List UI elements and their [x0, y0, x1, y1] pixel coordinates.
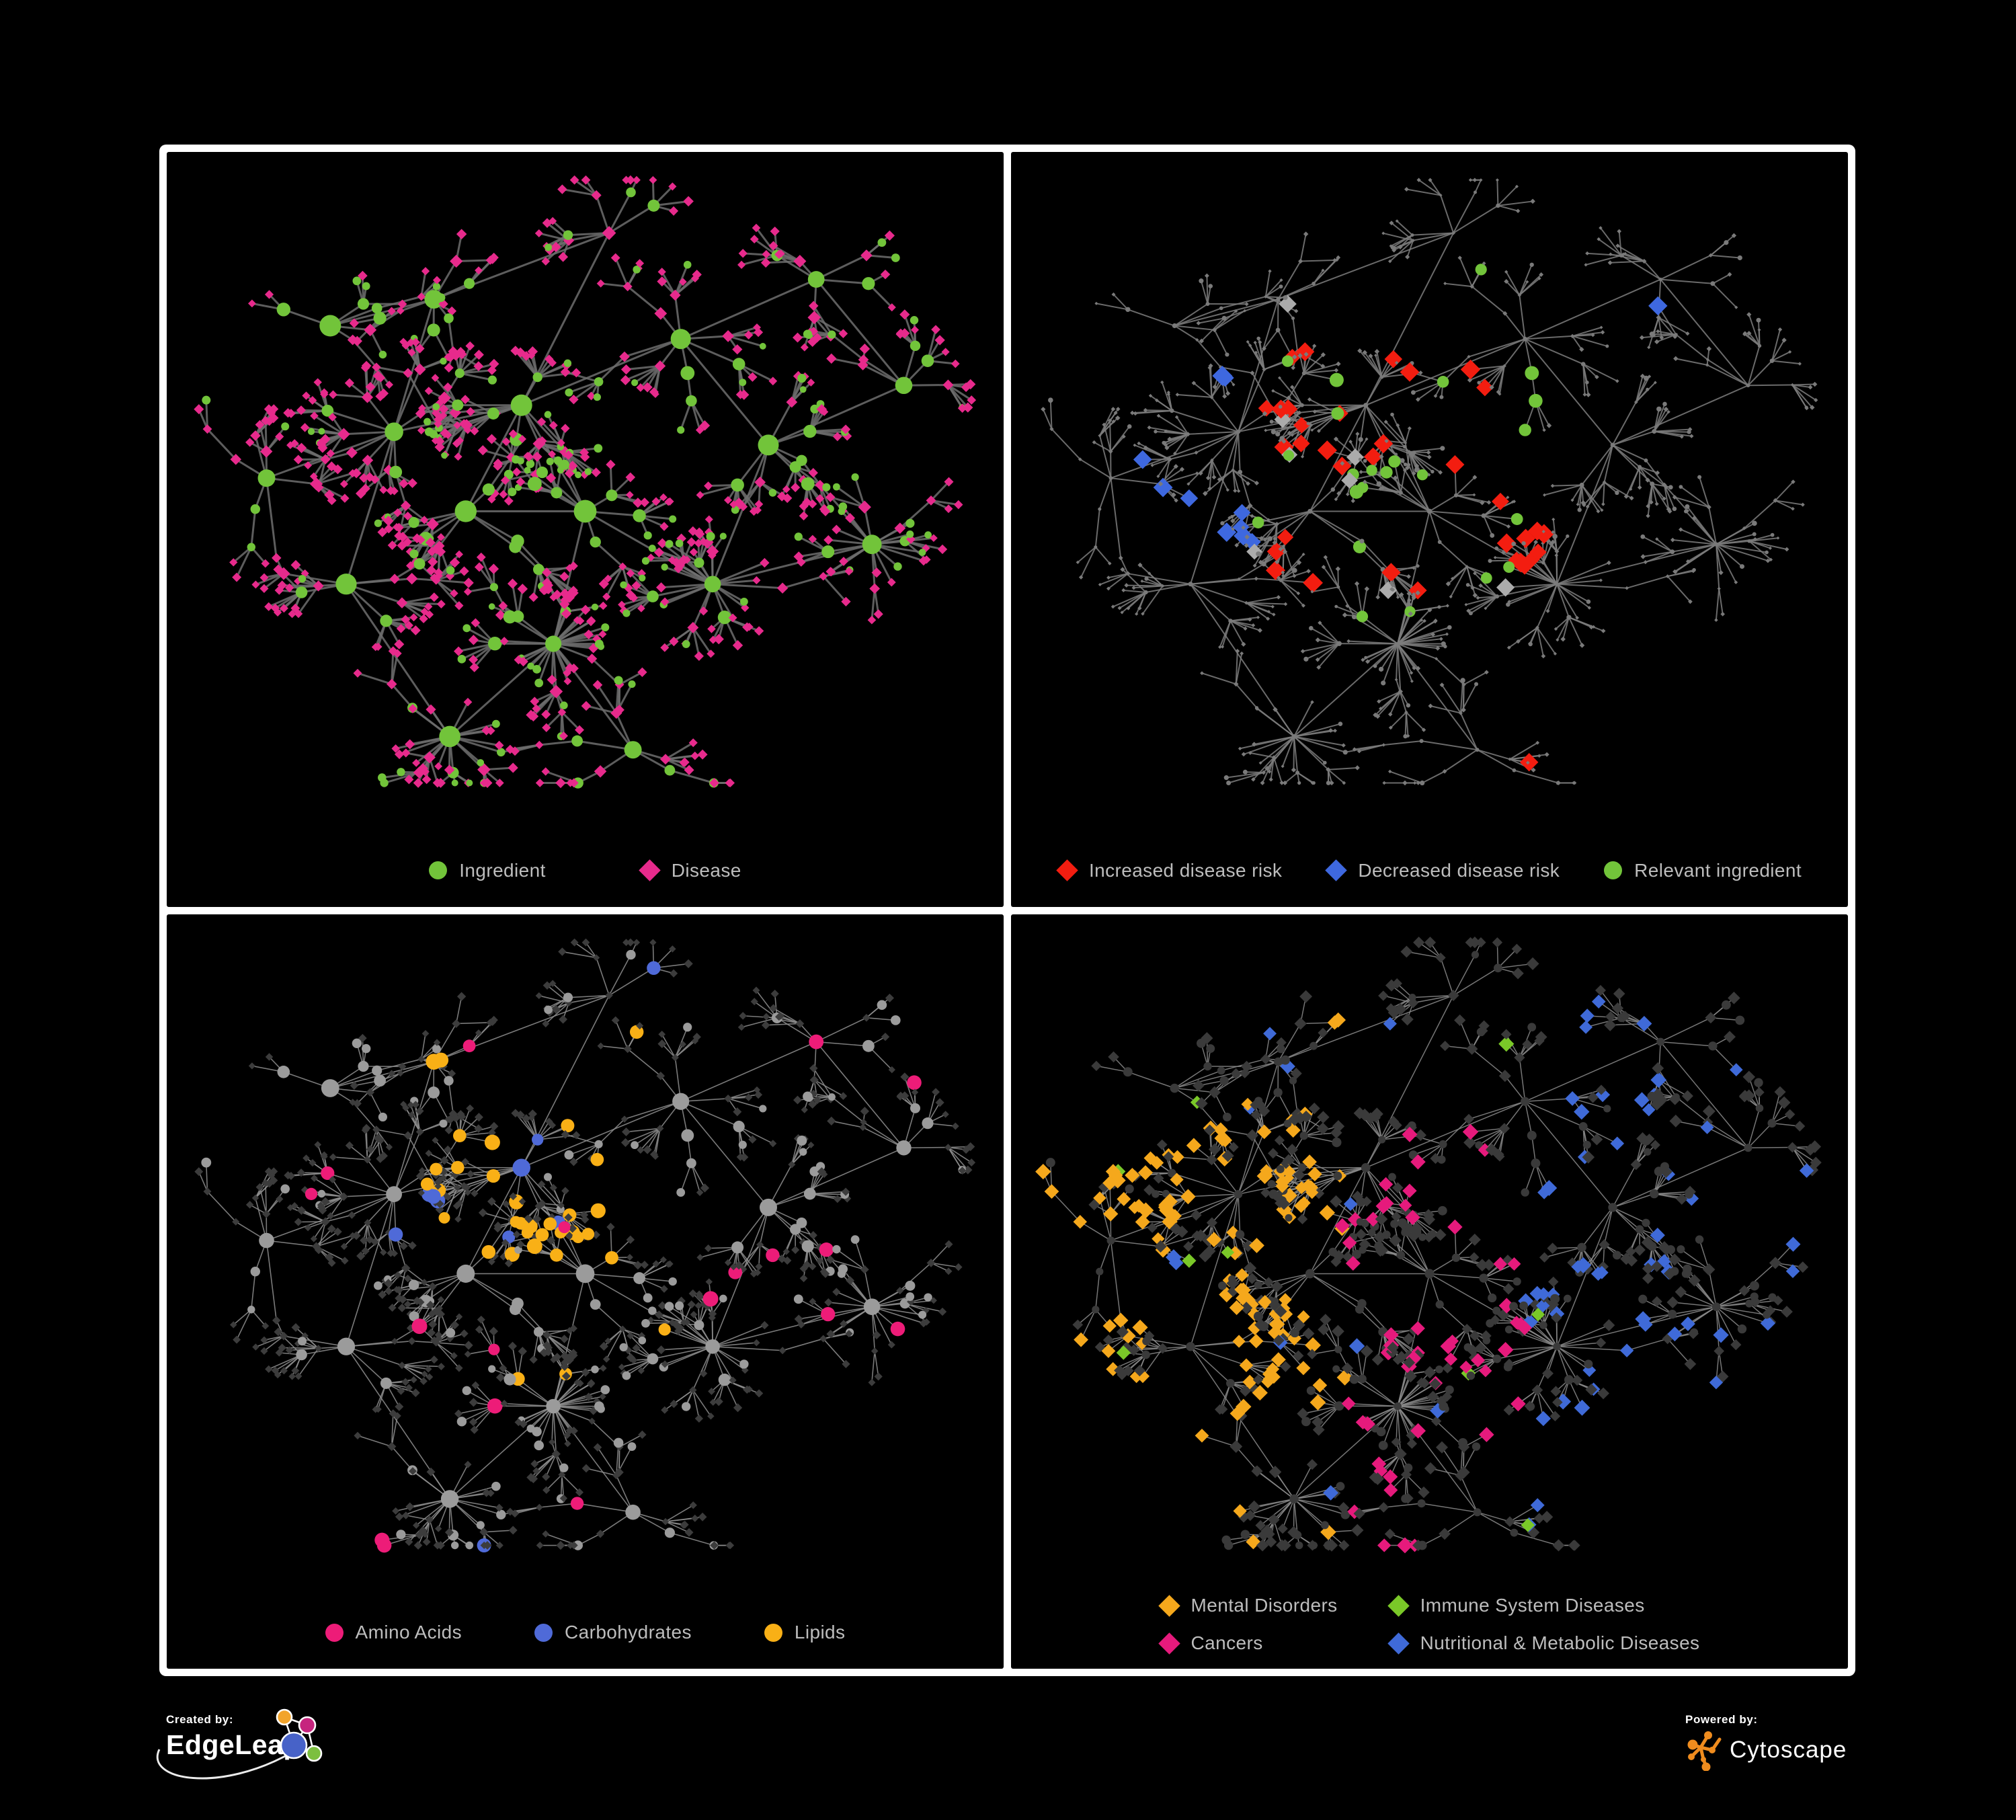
legend-label: Cancers — [1191, 1632, 1263, 1653]
powered-by-label: Powered by: — [1685, 1713, 1758, 1726]
legend-label: Carbohydrates — [565, 1622, 692, 1643]
cytoscape-logo-icon — [1687, 1731, 1722, 1771]
legend-item-cancers: Cancers — [1158, 1632, 1338, 1655]
network-disease-risk — [1041, 177, 1818, 786]
legend-item-increased-disease-risk: Increased disease risk — [1056, 859, 1283, 881]
legend-label: Relevant ingredient — [1634, 859, 1802, 881]
legend-marker-circle-icon — [764, 1623, 782, 1642]
legend-item-ingredient: Ingredient — [429, 860, 546, 881]
legend-label: Mental Disorders — [1191, 1595, 1338, 1616]
legend-label: Decreased disease risk — [1358, 859, 1560, 881]
legend-item-decreased-disease-risk: Decreased disease risk — [1325, 859, 1560, 881]
legend-item-relevant-ingredient: Relevant ingredient — [1604, 860, 1802, 881]
legend-item-lipids: Lipids — [764, 1622, 846, 1643]
legend-marker-diamond-icon — [639, 859, 661, 881]
created-by-block: Created by: EdgeLeap — [156, 1708, 381, 1801]
legend-marker-diamond-icon — [1387, 1632, 1410, 1655]
panel-nutrient-classes: Amino Acids Carbohydrates Lipids — [167, 914, 1004, 1669]
panel-ingredient-disease: Ingredient Disease — [167, 152, 1004, 907]
edgeleap-wordmark: EdgeLeap — [166, 1729, 300, 1760]
legend-marker-diamond-icon — [1325, 859, 1348, 881]
legend-item-immune-system-diseases: Immune System Diseases — [1387, 1594, 1700, 1617]
legend-marker-diamond-icon — [1158, 1594, 1180, 1617]
cytoscape-wordmark: Cytoscape — [1730, 1737, 1847, 1763]
panel-disease-classes: Mental Disorders Immune System Diseases Ca… — [1011, 914, 1848, 1669]
legend-ingredient-disease: Ingredient Disease — [167, 859, 1004, 881]
network-nutrient-classes — [194, 938, 976, 1552]
legend-marker-diamond-icon — [1158, 1632, 1180, 1655]
legend-item-amino-acids: Amino Acids — [325, 1622, 462, 1643]
legend-disease-risk: Increased disease risk Decreased disease … — [1011, 859, 1848, 881]
legend-label: Disease — [671, 859, 741, 881]
legend-disease-classes: Mental Disorders Immune System Diseases Ca… — [1011, 1594, 1848, 1655]
legend-marker-circle-icon — [534, 1623, 553, 1642]
legend-item-nutritional-metabolic-diseases: Nutritional & Metabolic Diseases — [1387, 1632, 1700, 1655]
created-by-label: Created by: — [166, 1713, 234, 1726]
legend-nutrient-classes: Amino Acids Carbohydrates Lipids — [167, 1622, 1004, 1643]
legend-label: Amino Acids — [355, 1622, 462, 1643]
legend-marker-diamond-icon — [1387, 1594, 1410, 1617]
legend-label: Lipids — [794, 1622, 846, 1643]
network-grid: Ingredient Disease Increased disease risk… — [159, 145, 1855, 1676]
network-ingredient-disease — [194, 175, 977, 789]
edgeleap-logo-icon — [276, 1708, 323, 1762]
legend-label: Increased disease risk — [1088, 859, 1283, 881]
network-disease-classes — [1035, 936, 1822, 1553]
legend-marker-circle-icon — [325, 1623, 344, 1642]
powered-by-block: Powered by: — [1685, 1713, 1968, 1794]
legend-item-disease: Disease — [639, 859, 741, 881]
edgeleap-swoosh-icon — [156, 1749, 293, 1780]
legend-marker-diamond-icon — [1056, 859, 1078, 881]
legend-marker-circle-icon — [1604, 861, 1623, 879]
legend-marker-circle-icon — [429, 861, 448, 879]
legend-item-mental-disorders: Mental Disorders — [1158, 1594, 1338, 1617]
legend-label: Nutritional & Metabolic Diseases — [1420, 1632, 1700, 1653]
legend-label: Immune System Diseases — [1420, 1595, 1645, 1616]
legend-item-carbohydrates: Carbohydrates — [534, 1622, 692, 1643]
legend-label: Ingredient — [459, 859, 546, 881]
panel-disease-risk: Increased disease risk Decreased disease … — [1011, 152, 1848, 907]
